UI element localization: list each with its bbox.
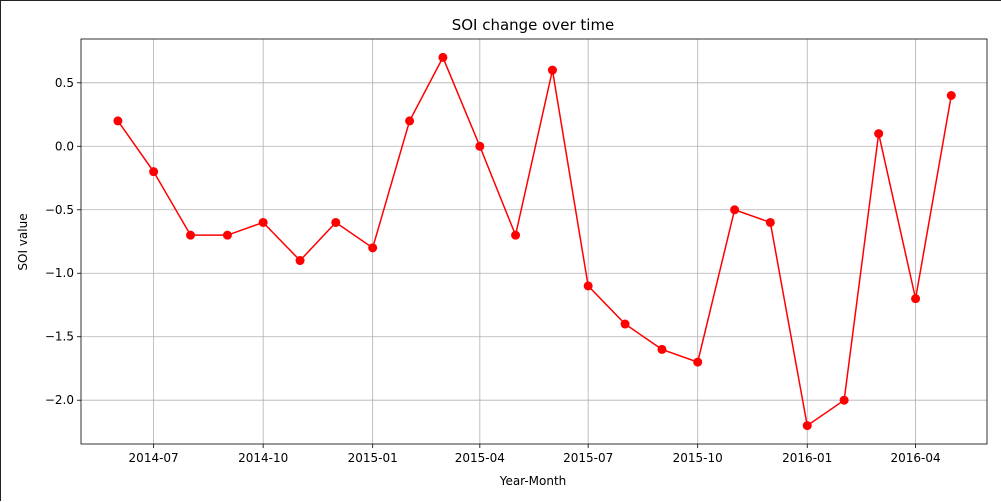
data-point (765, 217, 775, 227)
x-tick-label: 2016-04 (890, 451, 940, 465)
data-point (149, 167, 159, 177)
data-point (583, 281, 593, 291)
y-tick-label: −0.5 (45, 203, 74, 217)
data-point (730, 205, 740, 215)
grid (81, 39, 987, 444)
x-tick-label: 2015-10 (673, 451, 723, 465)
axes: 2014-07 2014-10 2015-01 2015-04 2015-07 2015-… (45, 38, 988, 465)
chart-title: SOI change over time (452, 16, 615, 34)
data-point (911, 294, 921, 304)
data-point (258, 217, 268, 227)
x-tick-label: 2014-10 (238, 451, 288, 465)
x-tick-label: 2015-07 (563, 451, 613, 465)
data-point (693, 357, 703, 367)
data-point (839, 395, 849, 405)
data-point (547, 65, 557, 75)
data-point (946, 90, 956, 100)
data-point (511, 230, 521, 240)
data-point (331, 217, 341, 227)
data-point (405, 116, 415, 126)
data-point (222, 230, 232, 240)
data-point (113, 116, 123, 126)
x-tick-label: 2015-04 (455, 451, 505, 465)
data-point (368, 243, 378, 253)
x-tick-label: 2015-01 (348, 451, 398, 465)
x-tick-label: 2014-07 (129, 451, 179, 465)
y-tick-label: −2.0 (45, 393, 74, 407)
data-point (802, 421, 812, 431)
x-tick-label: 2016-01 (782, 451, 832, 465)
data-point (475, 141, 485, 151)
y-axis-label: SOI value (16, 213, 30, 270)
y-tick-label: −1.0 (45, 266, 74, 280)
y-tick-label: 0.5 (55, 76, 74, 90)
series-line (117, 55, 953, 427)
data-point (874, 129, 884, 139)
data-point (657, 344, 667, 354)
y-tick-label: 0.0 (55, 139, 74, 153)
data-point (186, 230, 196, 240)
plot-frame (80, 38, 988, 445)
data-point (438, 52, 448, 62)
data-point (295, 256, 305, 266)
series-layer (113, 52, 956, 431)
data-point (620, 319, 630, 329)
y-tick-label: −1.5 (45, 330, 74, 344)
x-axis-label: Year-Month (499, 474, 567, 488)
